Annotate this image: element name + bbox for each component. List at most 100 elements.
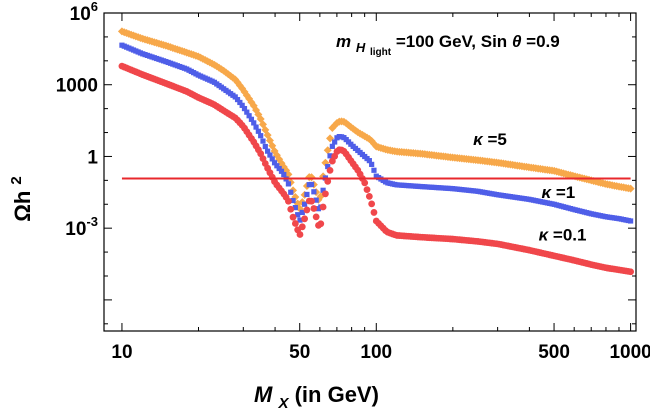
annotation-subsub: light <box>370 47 392 58</box>
data-point <box>288 189 294 195</box>
data-point <box>302 201 308 207</box>
data-point <box>317 220 325 228</box>
x-tick-label: 500 <box>538 342 570 363</box>
data-point <box>232 94 238 100</box>
data-point <box>628 218 634 224</box>
y-tick-label: 10-3 <box>65 214 98 240</box>
annotation-symbol: m <box>336 32 351 51</box>
data-point <box>304 191 310 198</box>
annotation-theta: θ <box>512 32 522 51</box>
data-point <box>298 223 306 231</box>
y-axis-title: Ωh 2 <box>8 176 35 222</box>
x-axis-symbol: M <box>254 382 273 407</box>
data-point <box>311 189 317 195</box>
series-label: κ =5 <box>473 130 507 149</box>
data-point <box>310 205 318 212</box>
data-point <box>289 213 297 221</box>
data-point <box>308 181 315 188</box>
data-point <box>332 139 338 145</box>
annotation-text: m H light =100 GeV, Sin θ =0.9 <box>336 32 560 59</box>
data-point <box>296 231 304 238</box>
x-tick-label: 100 <box>360 342 392 363</box>
x-axis-ticks: 10 50 100 500 1000 <box>111 13 650 363</box>
data-point <box>239 102 245 108</box>
data-point <box>262 143 268 150</box>
data-point <box>278 168 285 174</box>
kappa-symbol: κ <box>539 226 550 245</box>
annotation-end: =0.9 <box>526 32 560 51</box>
y-tick-base: 1 <box>87 147 98 168</box>
data-point <box>271 160 278 166</box>
data-point <box>251 120 257 126</box>
data-point <box>267 152 273 158</box>
data-point <box>285 197 292 205</box>
x-tick-label: 50 <box>289 342 310 363</box>
series-2 <box>118 62 635 276</box>
data-point <box>313 197 319 203</box>
data-point <box>326 166 334 174</box>
data-point <box>276 165 282 172</box>
y-axis-base: Ωh <box>10 191 35 222</box>
series-labels: κ =5κ =1κ =0.1 <box>473 130 586 245</box>
x-tick-label: 10 <box>111 342 132 363</box>
data-point <box>234 96 241 103</box>
series-0 <box>117 27 635 213</box>
data-point <box>369 161 375 167</box>
data-point <box>326 134 335 143</box>
y-tick-label: 1 <box>87 147 98 168</box>
data-point <box>237 99 243 106</box>
data-point <box>308 197 315 205</box>
data-point <box>371 167 377 173</box>
data-point <box>327 153 333 159</box>
data-point <box>291 220 299 227</box>
data-point <box>366 158 372 164</box>
data-point <box>244 109 250 115</box>
data-point <box>269 156 275 162</box>
data-point <box>281 171 287 178</box>
data-point <box>241 105 248 112</box>
y-tick-exp: 6 <box>91 0 98 14</box>
data-point <box>627 268 635 276</box>
kappa-value: =0.1 <box>548 226 586 245</box>
data-point <box>285 181 292 187</box>
data-point <box>258 133 264 139</box>
data-point <box>248 116 255 122</box>
data-point <box>297 217 303 223</box>
data-point <box>255 128 261 134</box>
series-label: κ =1 <box>542 183 576 202</box>
data-point <box>287 205 295 213</box>
kappa-value: =5 <box>483 130 507 149</box>
data-point <box>319 203 327 211</box>
data-point <box>299 209 305 216</box>
kappa-symbol: κ <box>542 183 553 202</box>
plot-frame <box>103 12 637 332</box>
data-point <box>324 177 332 185</box>
kappa-value: =1 <box>551 183 575 202</box>
data-point <box>258 120 267 129</box>
data-point <box>365 192 373 200</box>
y-tick-label: 1000 <box>56 76 98 97</box>
data-point <box>253 124 259 130</box>
y-tick-label: 106 <box>70 0 98 25</box>
x-tick-label: 1000 <box>609 342 650 363</box>
data-point <box>368 200 376 208</box>
data-point <box>325 163 331 170</box>
data-point <box>292 205 298 211</box>
annotation-sub: H <box>356 40 366 55</box>
data-point <box>363 186 371 194</box>
data-point <box>312 213 320 221</box>
y-tick-base: 1000 <box>56 76 98 97</box>
data-point <box>290 197 296 204</box>
y-axis-sup: 2 <box>8 176 25 184</box>
data-point <box>626 184 635 193</box>
x-axis-sub: X <box>277 395 289 412</box>
y-tick-base: 10 <box>65 219 86 240</box>
data-point <box>322 190 329 198</box>
data-point <box>246 113 252 119</box>
data-point <box>323 146 332 155</box>
kappa-symbol: κ <box>473 130 484 149</box>
y-tick-exp: -3 <box>86 214 98 229</box>
data-point <box>301 215 309 223</box>
data-point <box>329 143 335 149</box>
